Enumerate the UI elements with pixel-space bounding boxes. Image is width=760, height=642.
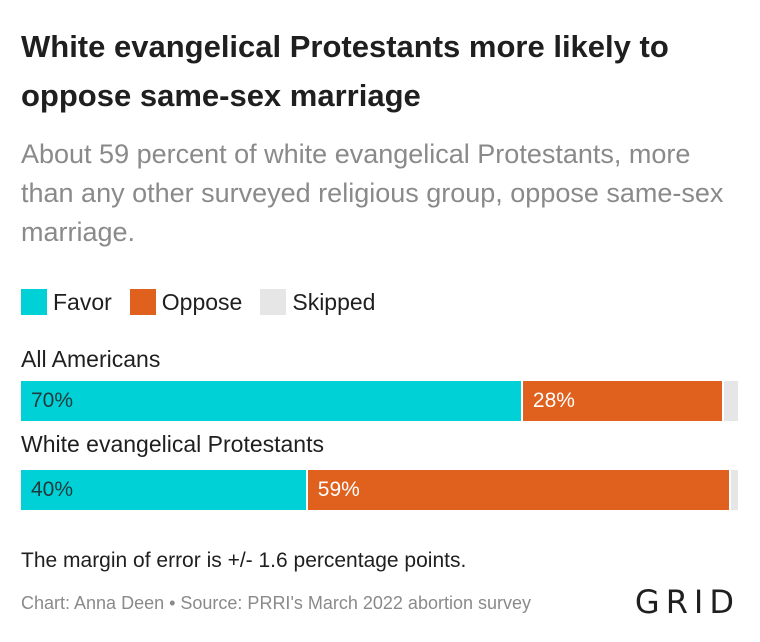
data-label-favor: 40% <box>31 478 74 501</box>
category-label-white-evangelical: White evangelical Protestants <box>21 431 324 457</box>
legend-label-skipped: Skipped <box>292 288 376 315</box>
chart-title: White evangelical Protestants more likel… <box>21 29 669 113</box>
legend-swatch-skipped <box>260 289 287 315</box>
chart-subtitle: About 59 percent of white evangelical Pr… <box>21 139 724 247</box>
bar-segment-skipped <box>730 470 738 510</box>
data-label-favor: 70% <box>31 389 74 412</box>
bar-segment-favor: 70% <box>21 381 523 421</box>
legend-label-favor: Favor <box>53 288 112 315</box>
bar-segment-favor: 40% <box>21 470 308 510</box>
bar-segment-oppose: 28% <box>522 381 724 421</box>
bar-all-americans: 70% 28% <box>21 381 738 421</box>
data-label-oppose: 59% <box>317 478 360 501</box>
legend-swatch-favor <box>21 289 47 315</box>
legend: Favor Oppose Skipped <box>21 286 393 318</box>
legend-swatch-oppose <box>129 289 156 315</box>
chart-credit: Chart: Anna Deen • Source: PRRI's March … <box>21 593 531 613</box>
bar-segment-skipped <box>723 381 738 421</box>
legend-item-oppose: Oppose <box>129 288 243 316</box>
legend-label-oppose: Oppose <box>161 288 243 315</box>
legend-item-skipped: Skipped <box>260 289 375 316</box>
category-label-all-americans: All Americans <box>21 346 161 372</box>
margin-of-error-note: The margin of error is +/- 1.6 percentag… <box>21 549 467 572</box>
data-label-oppose: 28% <box>532 389 575 412</box>
grid-logo: GRID <box>634 583 740 621</box>
legend-item-favor: Favor <box>21 289 112 316</box>
bar-white-evangelical-protestants: 40% 59% <box>21 470 738 510</box>
bar-segment-oppose: 59% <box>307 470 731 510</box>
